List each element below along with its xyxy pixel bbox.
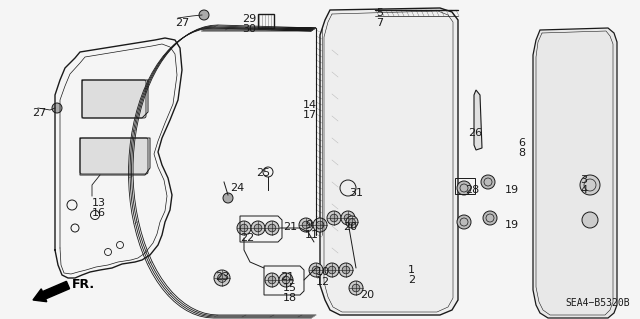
Text: 24: 24 — [230, 183, 244, 193]
Text: 29: 29 — [242, 14, 256, 24]
Text: 21: 21 — [280, 272, 294, 282]
Polygon shape — [474, 90, 482, 150]
FancyBboxPatch shape — [82, 80, 146, 118]
Text: 2: 2 — [408, 275, 415, 285]
Text: 22: 22 — [240, 233, 254, 243]
Circle shape — [299, 218, 313, 232]
Text: 17: 17 — [303, 110, 317, 120]
Text: 21: 21 — [283, 222, 297, 232]
Circle shape — [254, 224, 262, 232]
Circle shape — [313, 218, 327, 232]
Text: 14: 14 — [303, 100, 317, 110]
Text: 8: 8 — [518, 148, 525, 158]
Circle shape — [344, 214, 352, 222]
Text: 15: 15 — [283, 283, 297, 293]
Circle shape — [349, 281, 363, 295]
Text: 4: 4 — [580, 185, 587, 195]
Circle shape — [346, 216, 358, 228]
Circle shape — [199, 10, 209, 20]
Text: SEA4−B5320B: SEA4−B5320B — [565, 298, 630, 308]
Polygon shape — [533, 28, 617, 318]
Circle shape — [282, 276, 290, 284]
Text: 10: 10 — [316, 267, 330, 277]
Circle shape — [580, 175, 600, 195]
Text: 18: 18 — [283, 293, 297, 303]
Circle shape — [265, 221, 279, 235]
Circle shape — [251, 221, 265, 235]
FancyBboxPatch shape — [80, 138, 148, 174]
Text: 16: 16 — [92, 208, 106, 218]
Circle shape — [582, 212, 598, 228]
Polygon shape — [320, 8, 458, 315]
Circle shape — [327, 211, 341, 225]
Text: 7: 7 — [376, 18, 383, 28]
Text: 27: 27 — [175, 18, 189, 28]
Text: 31: 31 — [349, 188, 363, 198]
Text: 6: 6 — [518, 138, 525, 148]
Circle shape — [457, 181, 471, 195]
Bar — [455, 178, 475, 194]
Text: 12: 12 — [316, 277, 330, 287]
Circle shape — [349, 219, 355, 225]
Circle shape — [325, 263, 339, 277]
Circle shape — [223, 193, 233, 203]
Text: FR.: FR. — [72, 278, 95, 292]
Text: 5: 5 — [376, 8, 383, 18]
Circle shape — [240, 224, 248, 232]
Circle shape — [214, 270, 230, 286]
Text: 11: 11 — [305, 230, 319, 240]
Text: 9: 9 — [305, 220, 312, 230]
Circle shape — [316, 221, 324, 229]
Circle shape — [330, 214, 338, 222]
Text: 30: 30 — [242, 24, 256, 34]
Circle shape — [52, 103, 62, 113]
Bar — [258, 14, 274, 28]
Text: 23: 23 — [215, 272, 229, 282]
Circle shape — [302, 221, 310, 229]
Circle shape — [481, 175, 495, 189]
Circle shape — [312, 266, 320, 274]
FancyArrow shape — [33, 281, 70, 302]
Circle shape — [342, 266, 350, 274]
Text: 1: 1 — [408, 265, 415, 275]
Circle shape — [341, 211, 355, 225]
Circle shape — [339, 263, 353, 277]
Text: 26: 26 — [468, 128, 482, 138]
Text: 20: 20 — [343, 222, 357, 232]
Circle shape — [265, 273, 279, 287]
Circle shape — [457, 215, 471, 229]
Circle shape — [218, 274, 227, 282]
Text: 19: 19 — [505, 185, 519, 195]
Circle shape — [268, 224, 276, 232]
Circle shape — [279, 273, 293, 287]
Text: 27: 27 — [32, 108, 46, 118]
Text: 25: 25 — [256, 168, 270, 178]
Circle shape — [309, 263, 323, 277]
Circle shape — [483, 211, 497, 225]
Text: 20: 20 — [360, 290, 374, 300]
Circle shape — [237, 221, 251, 235]
Text: 3: 3 — [580, 175, 587, 185]
Circle shape — [352, 284, 360, 292]
Text: 28: 28 — [465, 185, 479, 195]
Text: 19: 19 — [505, 220, 519, 230]
Text: 13: 13 — [92, 198, 106, 208]
Circle shape — [268, 276, 276, 284]
Circle shape — [328, 266, 336, 274]
